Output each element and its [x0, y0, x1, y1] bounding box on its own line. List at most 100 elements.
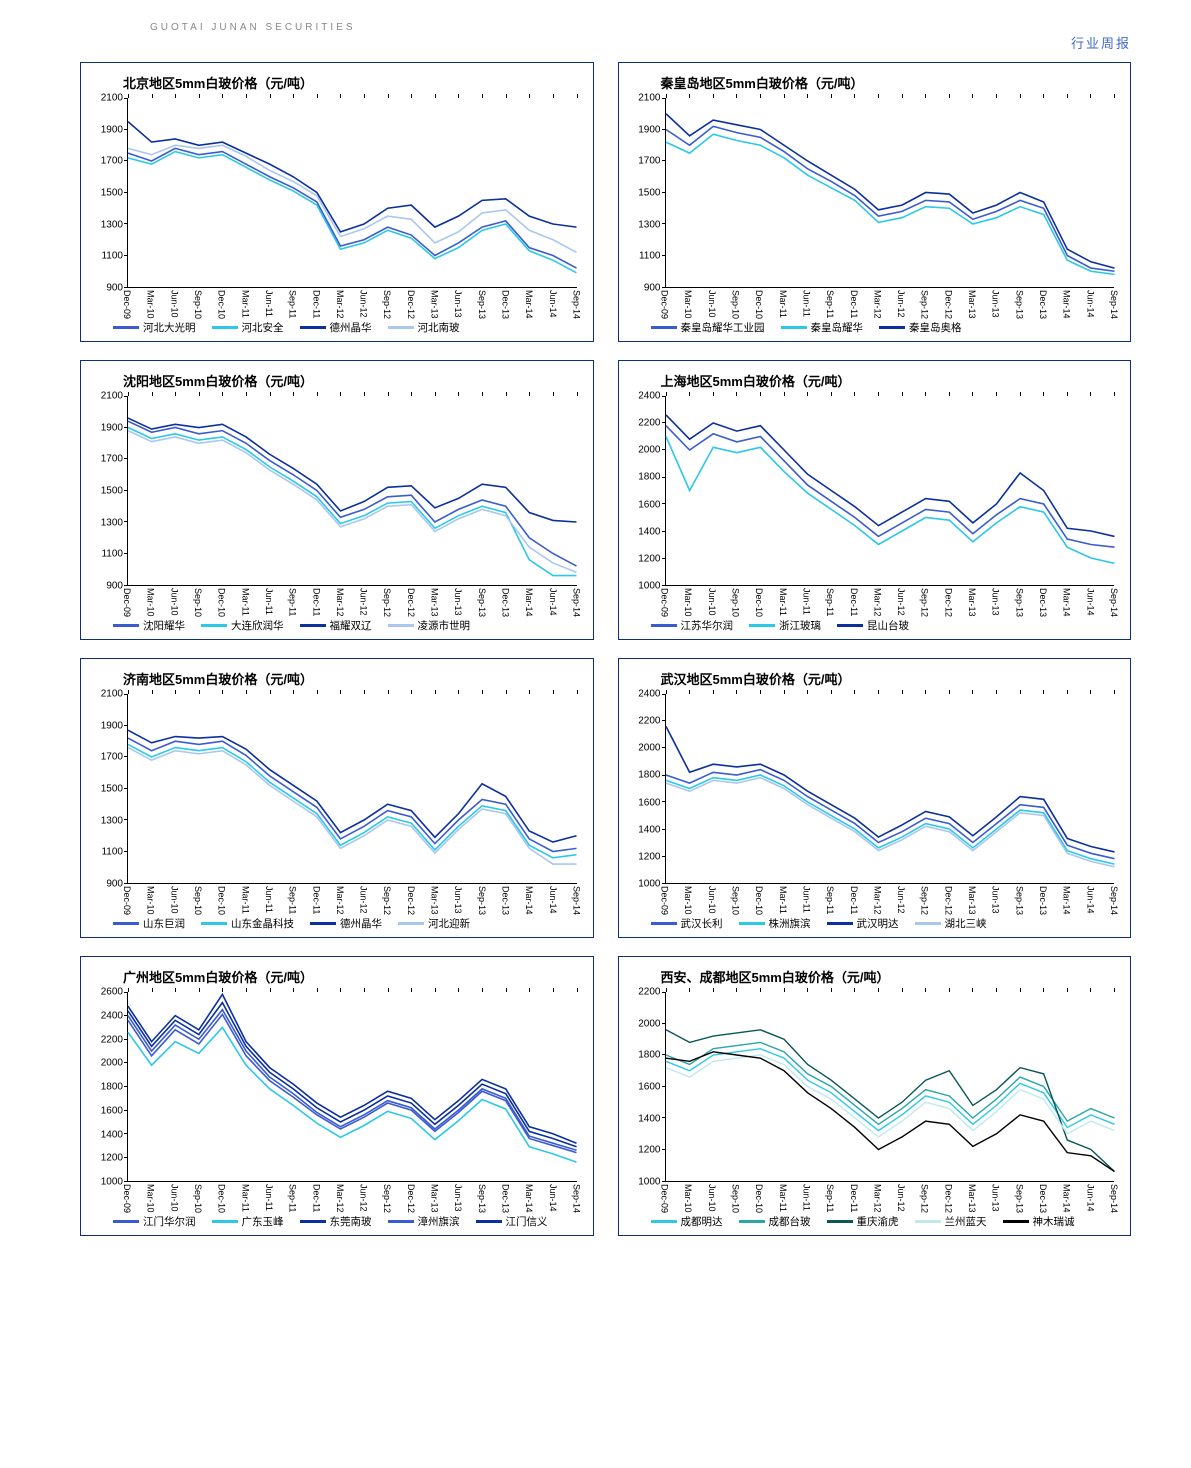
- x-tick-label: Jun-11: [801, 1184, 811, 1211]
- y-tick-label: 1600: [638, 797, 660, 808]
- legend-swatch: [651, 1220, 677, 1223]
- x-axis: Dec-09Mar-10Jun-10Sep-10Dec-10Mar-11Jun-…: [127, 884, 577, 914]
- x-tick-label: Sep-13: [477, 588, 487, 617]
- plot-area: 900110013001500170019002100Dec-09Mar-10J…: [93, 98, 581, 318]
- y-tick-label: 2100: [101, 391, 123, 402]
- legend-label: 河北南玻: [418, 320, 460, 335]
- x-tick-label: Sep-13: [477, 886, 487, 915]
- x-tick-label: Mar-14: [1062, 588, 1072, 617]
- legend-item: 昆山台玻: [837, 618, 909, 633]
- y-tick-label: 1400: [638, 1113, 660, 1124]
- chart-canvas: [127, 98, 577, 288]
- legend-label: 大连欣润华: [231, 618, 284, 633]
- x-tick-label: Mar-11: [240, 1184, 250, 1212]
- line-svg: [666, 694, 1115, 883]
- y-tick-label: 2000: [638, 743, 660, 754]
- legend: 成都明达成都台玻重庆渝虎兰州蓝天神木瑞诚: [631, 1214, 1119, 1229]
- x-tick-label: Dec-13: [501, 1184, 511, 1213]
- y-tick-label: 900: [644, 283, 661, 294]
- x-tick-label: Dec-09: [122, 290, 132, 319]
- y-tick-label: 2200: [638, 418, 660, 429]
- chart-canvas: [127, 992, 577, 1182]
- x-tick-label: Jun-13: [991, 290, 1001, 318]
- legend-item: 秦皇岛耀华: [781, 320, 864, 335]
- x-tick-label: Sep-11: [825, 886, 835, 914]
- series-德州晶华: [128, 730, 577, 842]
- legend-label: 江苏华尔润: [681, 618, 734, 633]
- x-tick-label: Mar-11: [240, 588, 250, 616]
- y-tick-label: 2000: [638, 445, 660, 456]
- x-tick-label: Sep-11: [825, 588, 835, 616]
- legend-label: 浙江玻璃: [779, 618, 821, 633]
- y-tick-label: 2400: [638, 391, 660, 402]
- legend-item: 浙江玻璃: [749, 618, 821, 633]
- legend-label: 江门华尔润: [143, 1214, 196, 1229]
- x-tick-label: Jun-14: [548, 588, 558, 616]
- y-tick-label: 1100: [101, 549, 123, 560]
- legend-item: 沈阳耀华: [113, 618, 185, 633]
- x-tick-label: Mar-10: [683, 290, 693, 319]
- legend-swatch: [915, 1220, 941, 1223]
- x-tick-label: Sep-10: [730, 886, 740, 915]
- x-tick-label: Dec-12: [943, 886, 953, 915]
- y-tick-label: 1000: [638, 1177, 660, 1188]
- plot-area: 100012001400160018002000220024002600Dec-…: [93, 992, 581, 1212]
- legend-label: 兰州蓝天: [945, 1214, 987, 1229]
- x-tick-label: Jun-11: [264, 588, 274, 615]
- series-河北大光明: [128, 148, 577, 268]
- x-tick-label: Dec-12: [406, 1184, 416, 1213]
- y-tick-label: 1400: [101, 1129, 123, 1140]
- x-tick-label: Mar-11: [240, 886, 250, 914]
- chart-title: 沈阳地区5mm白玻价格（元/吨）: [123, 371, 581, 390]
- x-tick-label: Dec-11: [311, 588, 321, 616]
- x-tick-label: Dec-12: [943, 1184, 953, 1213]
- x-tick-label: Sep-13: [1014, 886, 1024, 915]
- chart-title: 西安、成都地区5mm白玻价格（元/吨）: [661, 967, 1119, 986]
- legend-label: 福耀双辽: [330, 618, 372, 633]
- x-tick-label: Mar-12: [335, 1184, 345, 1213]
- x-tick-label: Dec-09: [660, 290, 670, 319]
- y-axis: 1000120014001600180020002200: [631, 992, 665, 1182]
- legend-item: 凌源市世明: [388, 618, 471, 633]
- x-tick-label: Sep-12: [920, 886, 930, 915]
- plot-area: 900110013001500170019002100Dec-09Mar-10J…: [631, 98, 1119, 318]
- y-tick-label: 2100: [101, 93, 123, 104]
- x-tick-label: Mar-14: [524, 588, 534, 617]
- chart-canvas: [665, 694, 1115, 884]
- legend: 沈阳耀华 大连欣润华 福耀双辽 凌源市世明: [93, 618, 581, 633]
- chart-grid: 北京地区5mm白玻价格（元/吨）900110013001500170019002…: [80, 62, 1131, 1236]
- x-tick-label: Dec-10: [754, 1184, 764, 1213]
- x-tick-label: Mar-14: [524, 886, 534, 915]
- x-tick-label: Sep-13: [1014, 290, 1024, 319]
- y-tick-label: 1600: [638, 1082, 660, 1093]
- line-svg: [128, 98, 577, 287]
- y-tick-label: 2000: [638, 1018, 660, 1029]
- x-tick-label: Sep-14: [1109, 1184, 1119, 1213]
- y-tick-label: 900: [106, 283, 123, 294]
- x-tick-label: Mar-12: [872, 290, 882, 319]
- x-tick-label: Mar-10: [683, 886, 693, 915]
- y-tick-label: 1400: [638, 526, 660, 537]
- legend-swatch: [1003, 1220, 1029, 1223]
- panel-shenyang: 沈阳地区5mm白玻价格（元/吨）900110013001500170019002…: [80, 360, 594, 640]
- series-秦皇岛耀华: [666, 134, 1115, 274]
- legend-label: 秦皇岛耀华: [811, 320, 864, 335]
- x-tick-label: Dec-09: [660, 588, 670, 617]
- y-tick-label: 2400: [638, 689, 660, 700]
- x-tick-label: Jun-10: [169, 886, 179, 914]
- x-tick-label: Sep-12: [382, 1184, 392, 1213]
- x-tick-label: Sep-12: [382, 886, 392, 915]
- series-德州晶华: [128, 122, 577, 232]
- legend-label: 河北安全: [242, 320, 284, 335]
- y-tick-label: 1200: [101, 1153, 123, 1164]
- x-tick-label: Jun-12: [359, 1184, 369, 1212]
- legend-swatch: [388, 624, 414, 627]
- x-tick-label: Jun-12: [359, 588, 369, 616]
- x-tick-label: Dec-13: [1038, 588, 1048, 617]
- series-江门华尔润: [128, 1010, 577, 1151]
- x-tick-label: Mar-14: [1062, 290, 1072, 319]
- x-tick-label: Dec-10: [754, 588, 764, 617]
- panel-qinhuangdao: 秦皇岛地区5mm白玻价格（元/吨）90011001300150017001900…: [618, 62, 1132, 342]
- legend-label: 漳州旗滨: [418, 1214, 460, 1229]
- x-tick-label: Dec-13: [1038, 886, 1048, 915]
